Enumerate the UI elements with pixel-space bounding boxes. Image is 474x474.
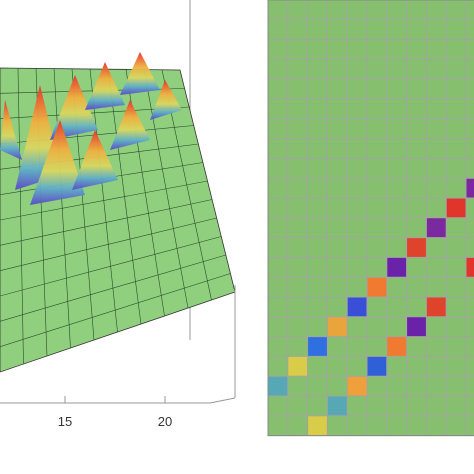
x-tick-label: 20 (158, 414, 172, 429)
matrix-cell (386, 257, 407, 278)
surface-grid-line (53, 68, 71, 349)
matrix-cell (426, 297, 447, 317)
matrix-cell (367, 277, 387, 297)
matrix-cell (426, 217, 447, 238)
matrix-cell (327, 316, 348, 337)
matrix-cell (347, 297, 367, 317)
surface-plot: 15 20 (0, 0, 236, 429)
matrix-cell (446, 198, 466, 218)
surface-grid-line (89, 68, 118, 333)
matrix-cell (466, 257, 474, 278)
matrix-cell (307, 336, 328, 357)
matrix-plot (267, 0, 474, 437)
matrix-cell (406, 237, 427, 258)
box-edge (209, 397, 236, 404)
surface-grid-line (143, 69, 189, 309)
matrix-cell (327, 396, 348, 416)
matrix-cell (268, 376, 288, 396)
matrix-cell (307, 415, 328, 436)
x-tick-label: 15 (58, 414, 72, 429)
matrix-cell (287, 356, 308, 377)
surface-grid-line (17, 68, 24, 365)
matrix-frame (267, 0, 474, 437)
matrix-cell (466, 178, 474, 198)
surface-grid-line (107, 69, 142, 325)
peaks (0, 52, 182, 205)
matrix-cell (347, 376, 367, 396)
matrix-cell (386, 336, 407, 357)
matrix-cell (367, 356, 387, 377)
matrix-cell (406, 316, 427, 337)
